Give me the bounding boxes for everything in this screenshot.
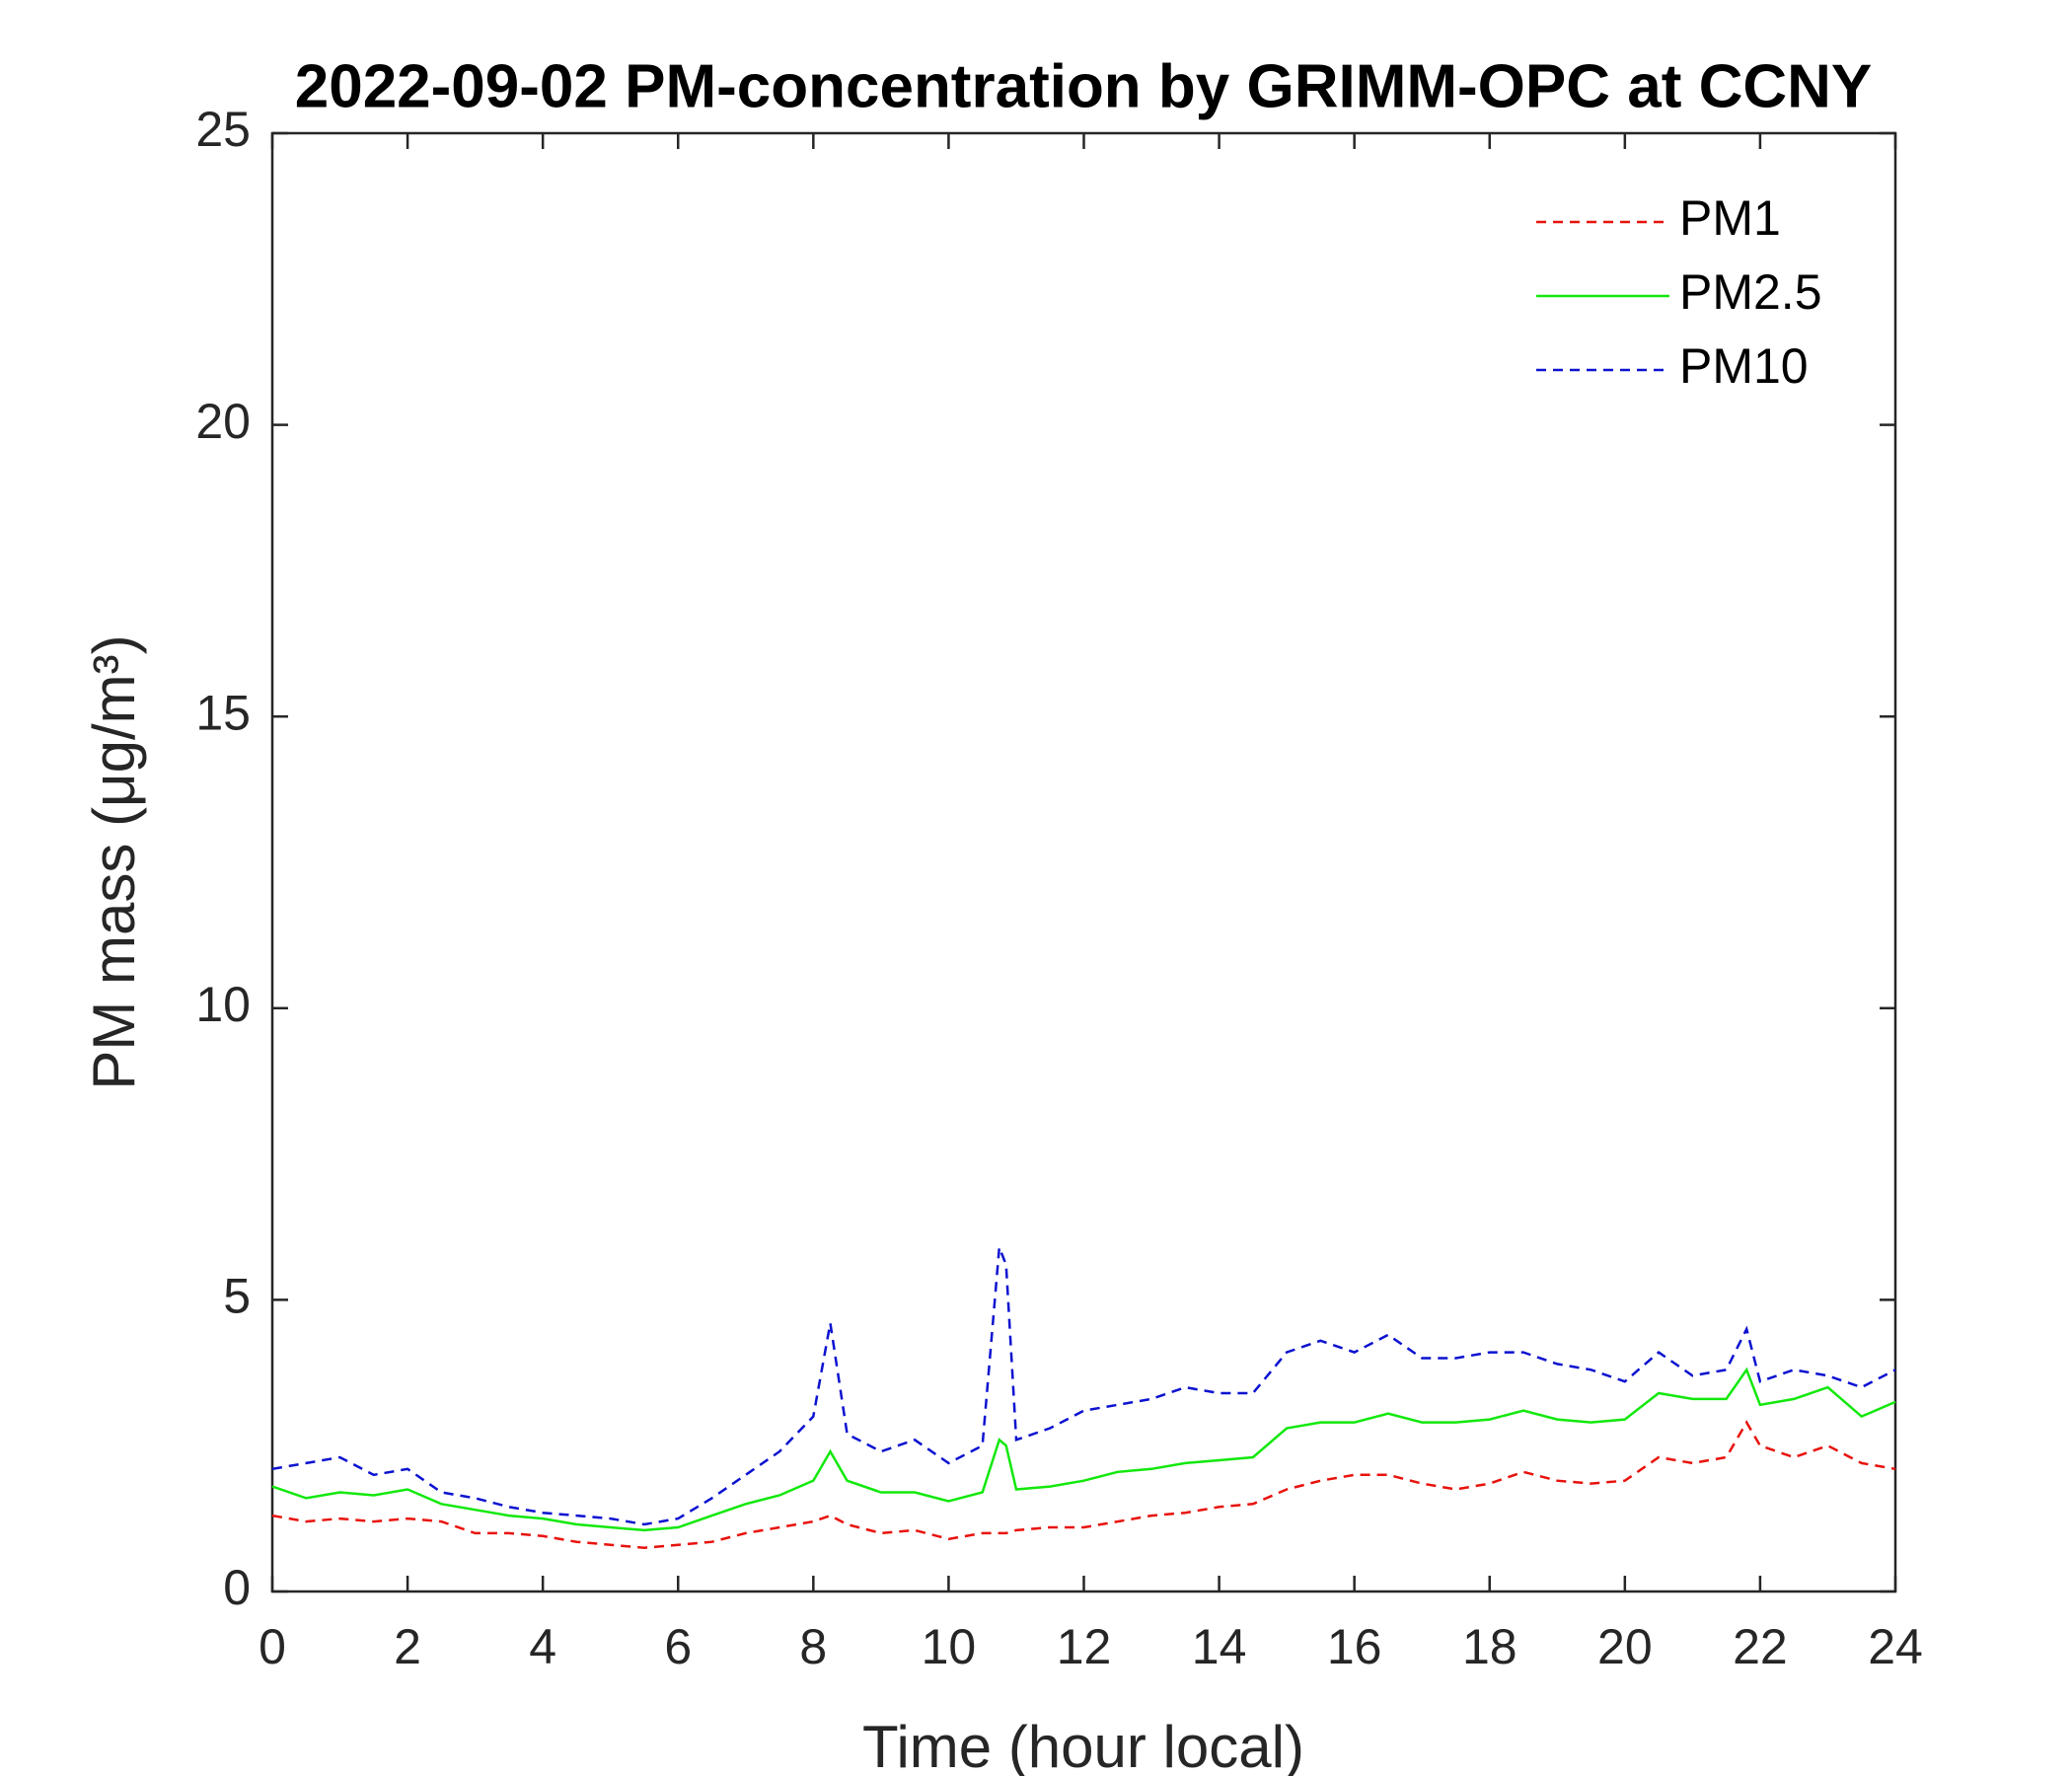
legend-label: PM10	[1679, 338, 1809, 394]
x-tick-label: 10	[922, 1619, 977, 1674]
legend-label: PM1	[1679, 190, 1781, 246]
x-tick-label: 6	[664, 1619, 692, 1674]
y-axis-label: PM mass (μg/m³)	[81, 634, 147, 1089]
x-tick-label: 12	[1057, 1619, 1112, 1674]
y-tick-label: 15	[195, 685, 251, 740]
chart-title: 2022-09-02 PM-concentration by GRIMM-OPC…	[295, 52, 1873, 120]
y-tick-label: 25	[195, 102, 251, 157]
x-tick-label: 4	[529, 1619, 556, 1674]
x-axis-label: Time (hour local)	[862, 1714, 1304, 1776]
x-tick-label: 14	[1192, 1619, 1247, 1674]
y-tick-label: 5	[223, 1269, 251, 1324]
series-line	[271, 1246, 1896, 1526]
legend-label: PM2.5	[1679, 264, 1822, 320]
series-line	[271, 1367, 1896, 1532]
y-tick-label: 20	[195, 394, 251, 449]
y-tick-label: 10	[195, 977, 251, 1032]
x-tick-label: 2	[394, 1619, 421, 1674]
x-tick-label: 24	[1868, 1619, 1923, 1674]
series-line	[271, 1420, 1896, 1549]
x-tick-label: 8	[799, 1619, 827, 1674]
x-tick-label: 22	[1733, 1619, 1788, 1674]
y-tick-label: 0	[223, 1560, 251, 1615]
x-tick-label: 16	[1327, 1619, 1382, 1674]
x-tick-label: 0	[259, 1619, 286, 1674]
x-tick-label: 18	[1462, 1619, 1517, 1674]
x-tick-label: 20	[1597, 1619, 1653, 1674]
